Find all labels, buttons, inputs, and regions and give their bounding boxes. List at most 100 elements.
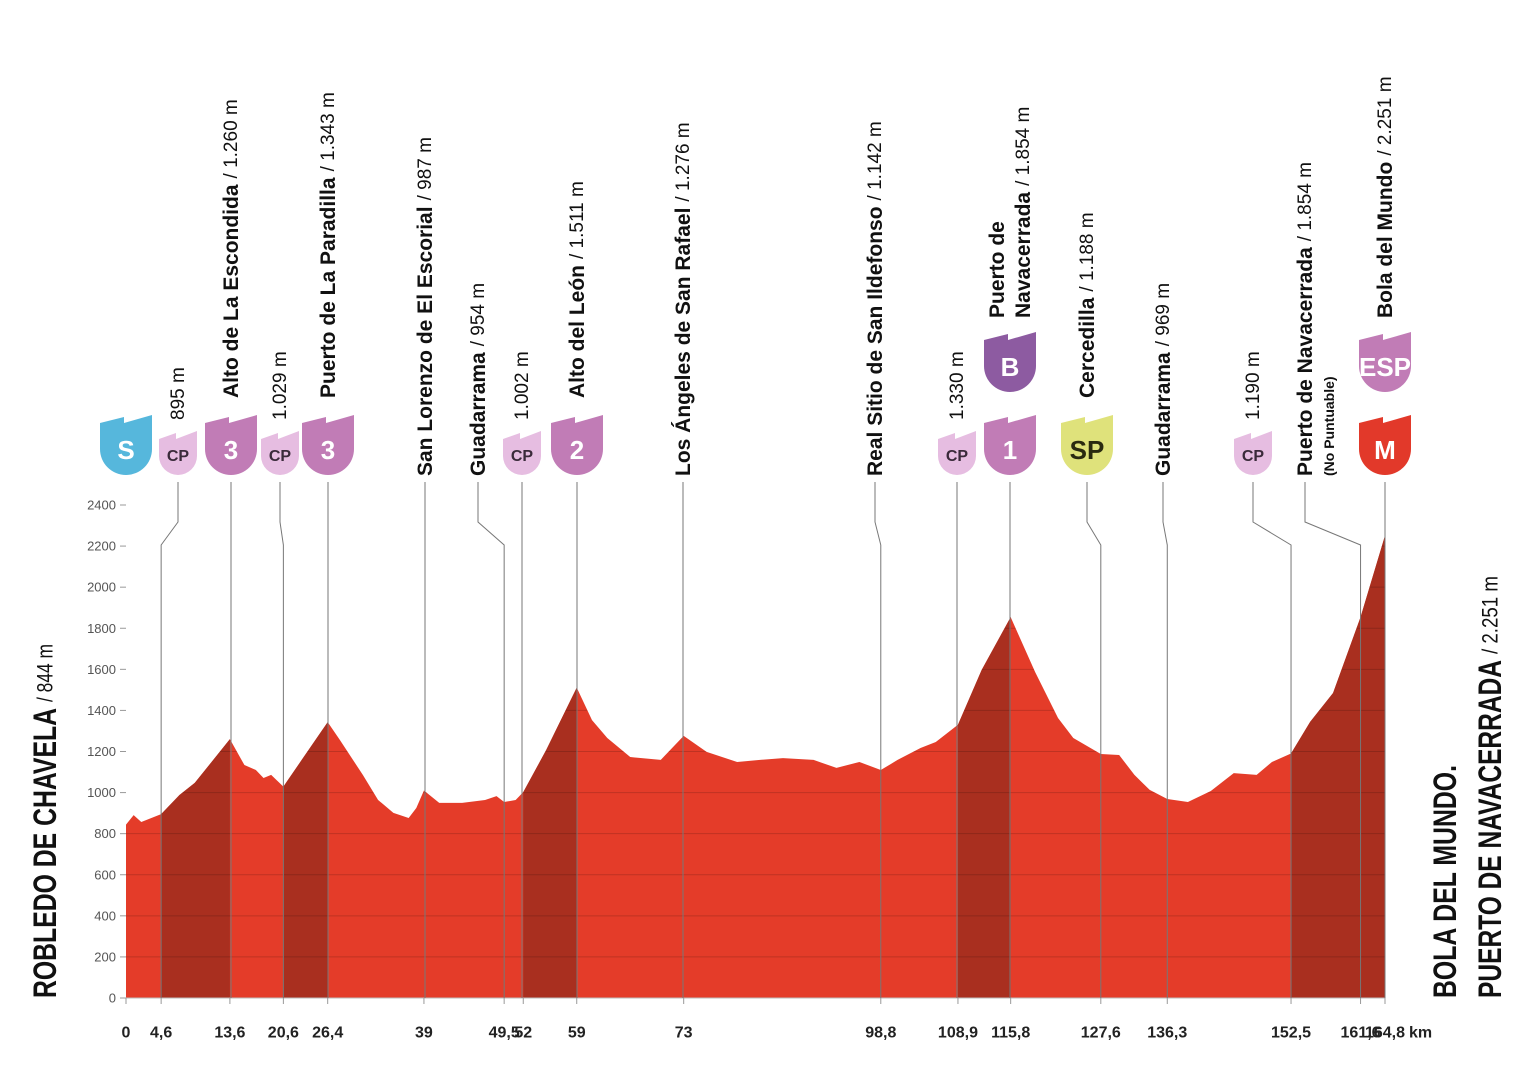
point-label: 1.029 m xyxy=(270,351,291,420)
y-tick-label: 2400 xyxy=(87,498,116,513)
badge-label: SP xyxy=(1070,435,1105,465)
leader-line xyxy=(1252,482,1292,998)
y-tick-label: 1000 xyxy=(87,785,116,800)
point-label: 895 m xyxy=(168,367,189,420)
x-unit: km xyxy=(1409,1025,1432,1042)
x-tick-label: 26,4 xyxy=(312,1025,343,1042)
x-tick-label: 49,5 xyxy=(489,1025,520,1042)
climb-highlight xyxy=(957,617,1011,998)
badge-label: ESP xyxy=(1359,352,1411,382)
point-name: Puerto de xyxy=(986,221,1009,318)
badge-label: CP xyxy=(269,448,292,465)
point-name: Puerto de Navacerrada xyxy=(1294,247,1317,476)
badge-label: S xyxy=(117,435,134,465)
y-tick-label: 600 xyxy=(94,867,116,882)
x-tick-label: 108,9 xyxy=(938,1025,978,1042)
point-altitude: / 987 m xyxy=(415,137,436,200)
climb-highlight xyxy=(161,739,230,998)
point-label: Puerto de xyxy=(986,221,1009,318)
badge-label: 2 xyxy=(570,435,584,465)
badge-label: CP xyxy=(511,448,534,465)
x-tick-label: 136,3 xyxy=(1147,1025,1187,1042)
x-tick-label: 152,5 xyxy=(1271,1025,1311,1042)
leader-line xyxy=(160,482,179,998)
point-label: Guadarrama / 954 m xyxy=(467,283,490,476)
leader-line xyxy=(874,482,882,998)
leader-line xyxy=(477,482,505,998)
y-tick-label: 400 xyxy=(94,908,116,923)
point-name: Guadarrama xyxy=(1152,352,1175,476)
badge-label: 3 xyxy=(321,435,335,465)
badge xyxy=(551,415,603,475)
point-name: San Lorenzo de El Escorial xyxy=(414,206,437,476)
point-label: Guadarrama / 969 m xyxy=(1152,283,1175,476)
badge xyxy=(984,415,1036,475)
x-tick-label: 39 xyxy=(415,1025,433,1042)
point-label: 1.330 m xyxy=(947,351,968,420)
point-name: Cercedilla xyxy=(1076,297,1099,398)
badge xyxy=(503,431,541,475)
point-name: Guadarrama xyxy=(467,352,490,476)
point-label: 1.190 m xyxy=(1243,351,1264,420)
badge xyxy=(984,332,1036,392)
point-label: Real Sitio de San Ildefonso / 1.142 m xyxy=(864,121,887,476)
point-altitude: / 1.276 m xyxy=(673,122,694,201)
leader-line xyxy=(1086,482,1102,998)
badge xyxy=(159,431,197,475)
elevation-area xyxy=(126,535,1385,998)
finish-altitude: / 2.251 m xyxy=(1478,576,1503,654)
y-tick-label: 0 xyxy=(109,991,116,1006)
leader-line xyxy=(1162,482,1168,998)
point-label: Puerto de La Paradilla / 1.343 m xyxy=(317,92,340,398)
climb-highlight xyxy=(283,722,328,998)
point-altitude: 895 m xyxy=(168,367,189,420)
leader-line xyxy=(279,482,284,998)
badge xyxy=(1359,332,1411,392)
x-tick-label: 4,6 xyxy=(150,1025,172,1042)
y-tick-label: 200 xyxy=(94,949,116,964)
x-tick-label: 59 xyxy=(568,1025,586,1042)
point-altitude: / 1.142 m xyxy=(865,121,886,200)
point-label: 1.002 m xyxy=(512,351,533,420)
point-altitude: 1.002 m xyxy=(512,351,533,420)
y-tick-label: 800 xyxy=(94,826,116,841)
point-label: Alto de La Escondida / 1.260 m xyxy=(220,99,243,398)
point-altitude: / 1.511 m xyxy=(567,181,588,259)
badge-label: 1 xyxy=(1003,435,1017,465)
badge-label: B xyxy=(1001,352,1020,382)
point-name: Real Sitio de San Ildefonso xyxy=(864,206,887,476)
y-tick-label: 1400 xyxy=(87,703,116,718)
badge xyxy=(1234,431,1272,475)
climb-highlight xyxy=(1291,535,1385,998)
point-altitude: 1.029 m xyxy=(270,351,291,420)
badge xyxy=(938,431,976,475)
point-altitude: / 1.343 m xyxy=(318,92,339,171)
point-note: (No Puntuable) xyxy=(1321,376,1337,476)
point-altitude: / 1.188 m xyxy=(1077,212,1098,291)
y-tick-label: 1600 xyxy=(87,662,116,677)
badge xyxy=(100,415,152,475)
point-altitude: 1.190 m xyxy=(1243,351,1264,420)
point-name: Alto de La Escondida xyxy=(220,184,243,398)
badge xyxy=(1061,415,1113,475)
x-tick-label: 164,8 xyxy=(1365,1025,1405,1042)
x-tick-label: 161,6 xyxy=(1341,1025,1381,1042)
finish-name: BOLA DEL MUNDO. xyxy=(1427,765,1463,998)
x-tick-label: 73 xyxy=(675,1025,693,1042)
start-altitude: / 844 m xyxy=(33,644,58,702)
point-altitude: / 1.854 m xyxy=(1013,107,1034,186)
point-label: Los Ángeles de San Rafael / 1.276 m xyxy=(672,122,695,476)
finish-name: PUERTO DE NAVACERRADA xyxy=(1472,660,1508,998)
y-tick-label: 2000 xyxy=(87,580,116,595)
badge-label: CP xyxy=(946,448,969,465)
badge-label: CP xyxy=(1242,448,1265,465)
x-tick-label: 20,6 xyxy=(268,1025,299,1042)
y-tick-label: 2200 xyxy=(87,539,116,554)
point-name: Los Ángeles de San Rafael xyxy=(672,208,695,476)
point-altitude: 1.330 m xyxy=(947,351,968,420)
point-label: San Lorenzo de El Escorial / 987 m xyxy=(414,137,437,476)
point-name: Alto del León xyxy=(566,265,589,398)
point-name: Bola del Mundo xyxy=(1374,162,1397,318)
badge-label: CP xyxy=(167,448,190,465)
